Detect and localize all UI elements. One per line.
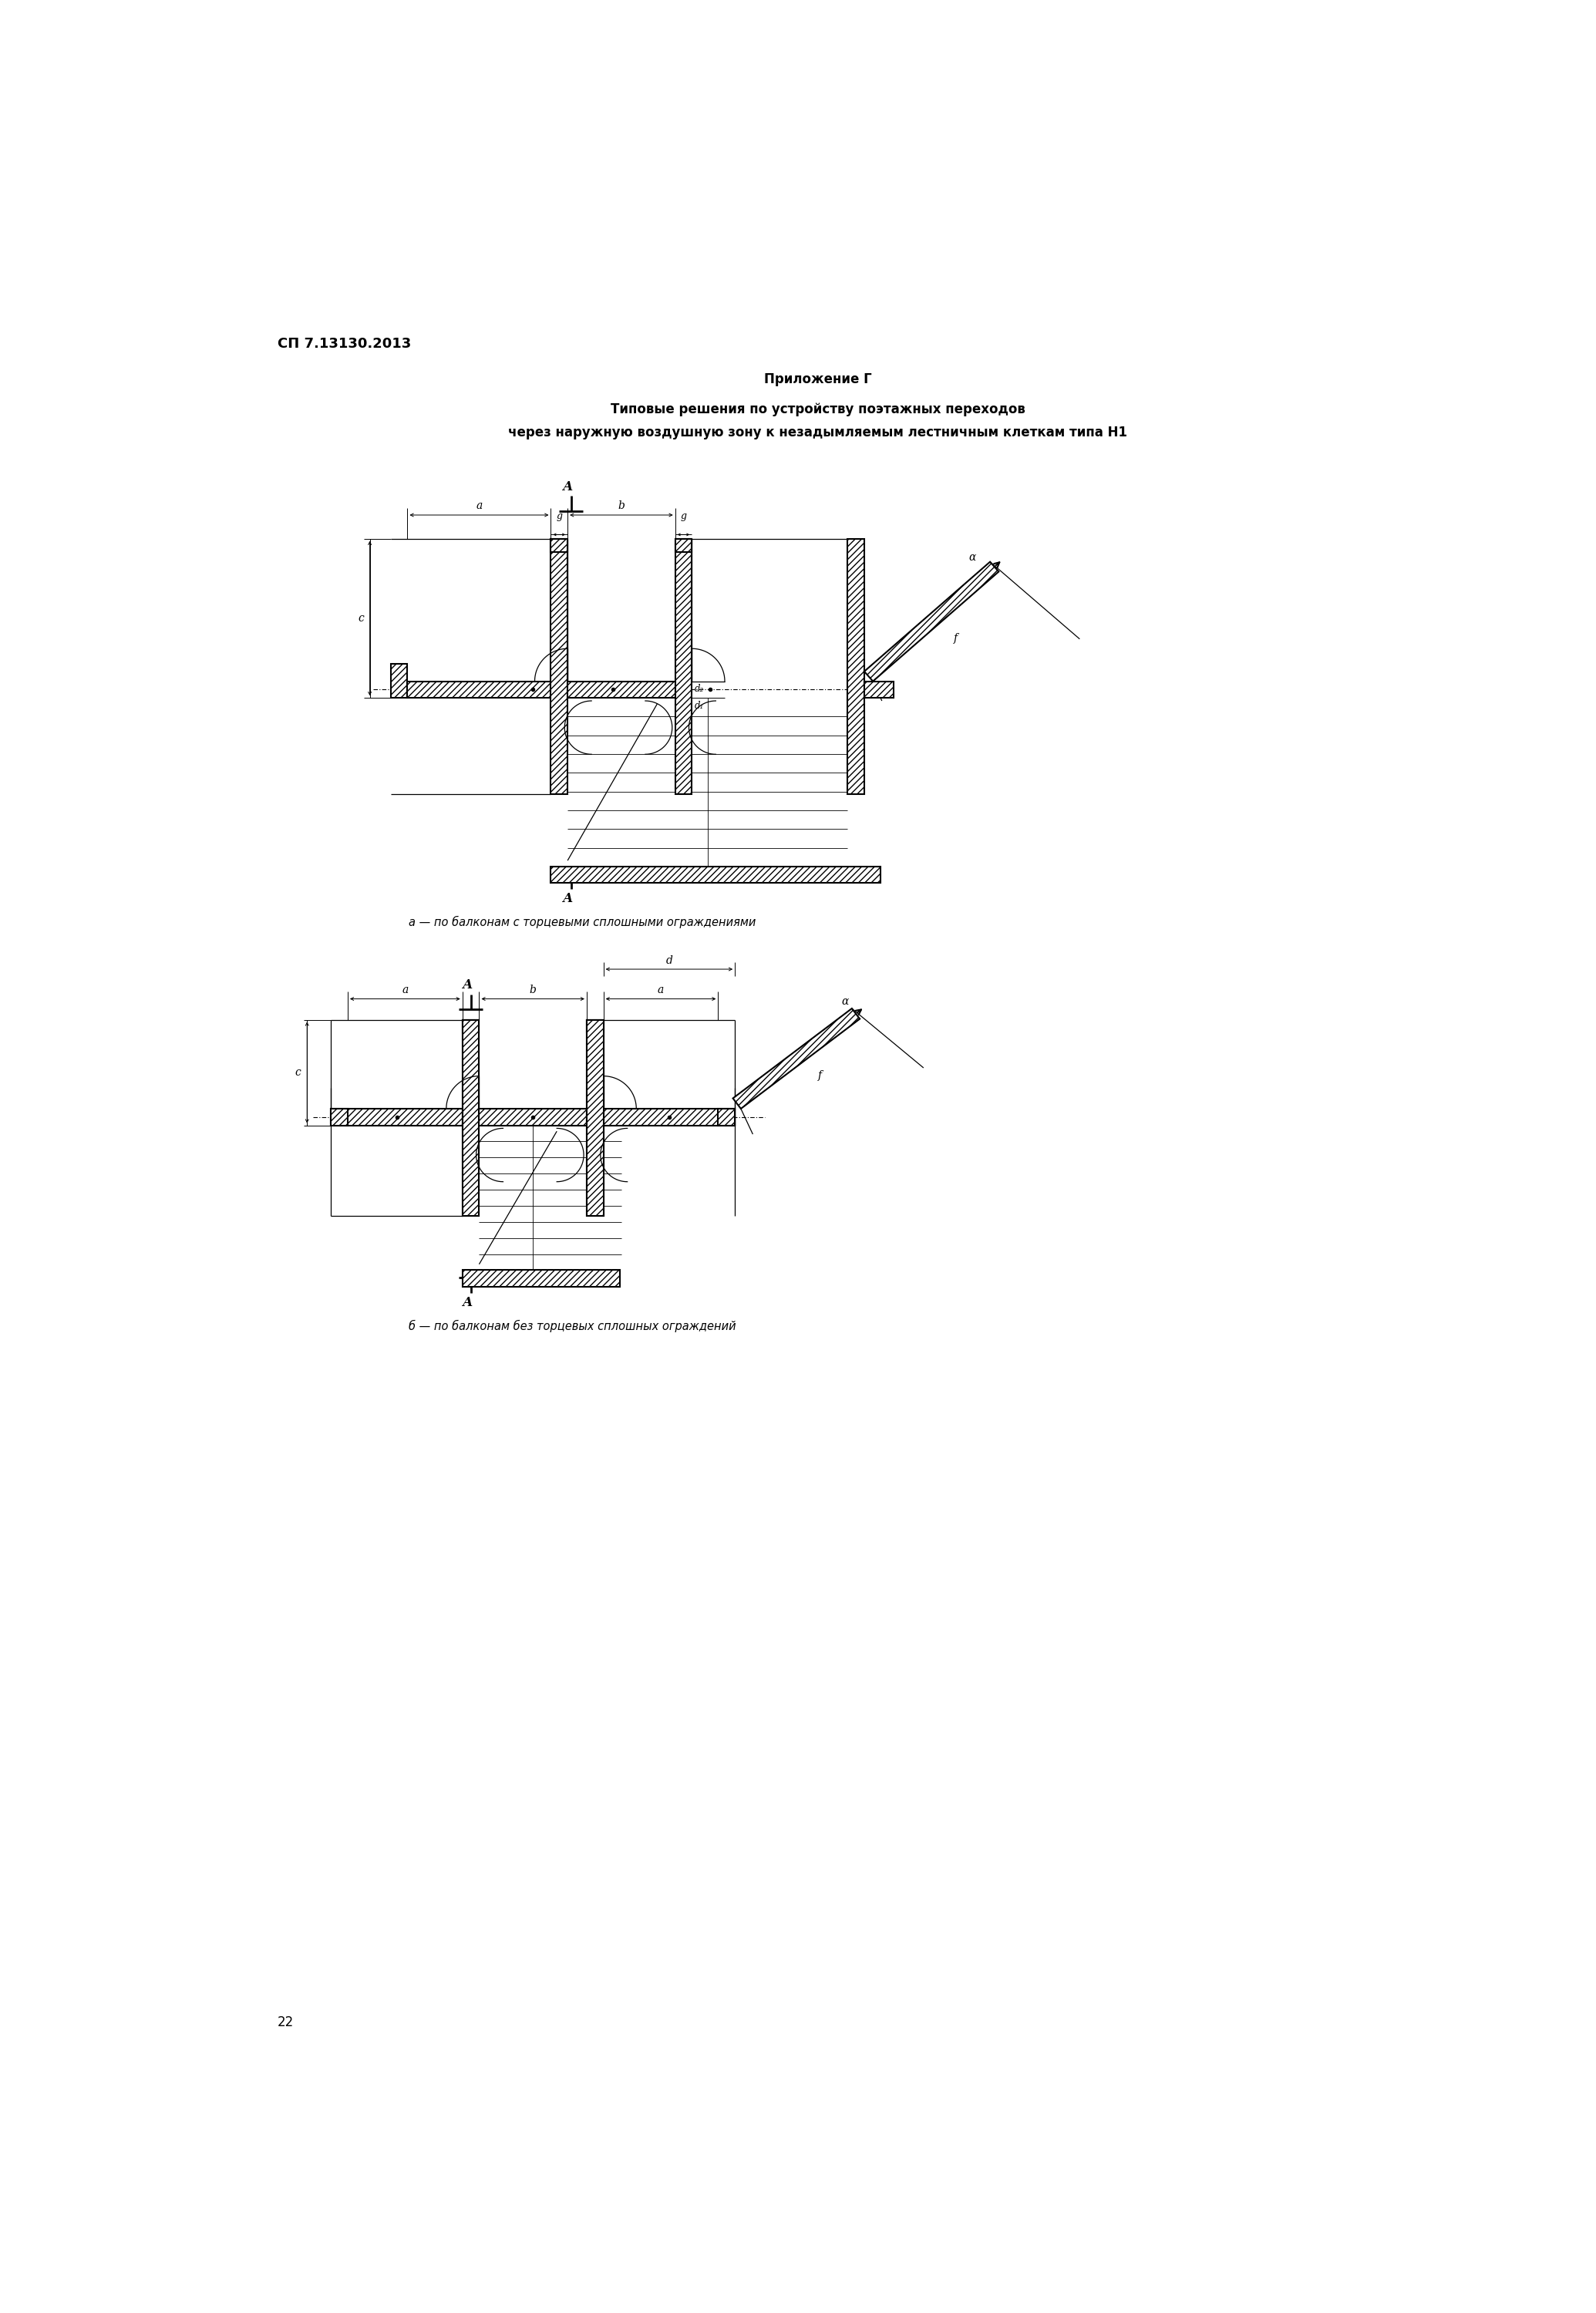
Text: α: α [841, 997, 849, 1006]
Bar [587, 1020, 603, 1032]
Bar [718, 1108, 734, 1126]
Text: А: А [563, 481, 573, 493]
Bar [330, 1108, 348, 1126]
Text: b: b [530, 985, 536, 995]
Bar [603, 1108, 734, 1126]
Text: g: g [555, 511, 562, 520]
Text: g: g [680, 511, 686, 520]
Bar [463, 1020, 479, 1032]
Text: a: a [402, 985, 409, 995]
Bar [568, 682, 675, 699]
Polygon shape [733, 1008, 860, 1108]
Text: а — по балконам с торцевыми сплошными ограждениями: а — по балконам с торцевыми сплошными ог… [409, 916, 757, 928]
Text: b: b [618, 500, 624, 511]
Bar [551, 539, 568, 553]
Bar [587, 1020, 603, 1217]
Bar [407, 682, 551, 699]
Text: 22: 22 [278, 2015, 294, 2029]
Bar [675, 539, 693, 793]
Bar [551, 867, 881, 884]
Bar [463, 1020, 479, 1217]
Bar [675, 539, 693, 553]
Bar [675, 539, 693, 793]
Text: Типовые решения по устройству поэтажных переходов: Типовые решения по устройству поэтажных … [611, 402, 1025, 416]
Bar [463, 1020, 479, 1217]
Bar [391, 664, 407, 699]
Text: f: f [819, 1071, 822, 1080]
Bar [718, 1108, 734, 1126]
Bar [463, 1270, 621, 1286]
Bar [463, 1020, 479, 1032]
Text: c: c [358, 613, 364, 625]
Bar [568, 682, 675, 699]
Bar [551, 539, 568, 793]
Text: А: А [563, 893, 573, 904]
Bar [587, 1020, 603, 1217]
Bar [463, 1270, 621, 1286]
Text: a: a [476, 500, 482, 511]
Bar [330, 1108, 348, 1126]
Text: d: d [666, 955, 672, 967]
Bar [847, 539, 863, 793]
Text: c: c [295, 1066, 302, 1078]
Bar [551, 539, 568, 793]
Bar [330, 1108, 463, 1126]
Text: Приложение Г: Приложение Г [764, 372, 871, 386]
Bar [587, 1020, 603, 1032]
Text: d₁: d₁ [694, 701, 704, 710]
Bar [479, 1108, 587, 1126]
Bar [551, 539, 568, 553]
Text: б — по балконам без торцевых сплошных ограждений: б — по балконам без торцевых сплошных ог… [409, 1318, 736, 1332]
Bar [391, 664, 407, 699]
Bar [675, 539, 693, 553]
Text: СП 7.13130.2013: СП 7.13130.2013 [278, 338, 410, 352]
Polygon shape [865, 562, 999, 682]
Bar [330, 1108, 463, 1126]
Bar [847, 539, 863, 793]
Bar [587, 1020, 603, 1217]
Bar [463, 1020, 479, 1217]
Bar [863, 682, 894, 699]
Text: А: А [463, 978, 472, 992]
Bar [407, 682, 551, 699]
Bar [463, 1020, 479, 1217]
Bar [863, 682, 894, 699]
Bar [479, 1108, 587, 1126]
Text: через наружную воздушную зону к незадымляемым лестничным клеткам типа Н1: через наружную воздушную зону к незадымл… [509, 426, 1127, 439]
Bar [551, 867, 881, 884]
Bar [587, 1020, 603, 1217]
Text: α: α [969, 553, 977, 562]
Text: А: А [463, 1295, 472, 1309]
Text: f: f [954, 634, 958, 643]
Text: d₂: d₂ [694, 685, 704, 694]
Bar [603, 1108, 734, 1126]
Text: a: a [658, 985, 664, 995]
